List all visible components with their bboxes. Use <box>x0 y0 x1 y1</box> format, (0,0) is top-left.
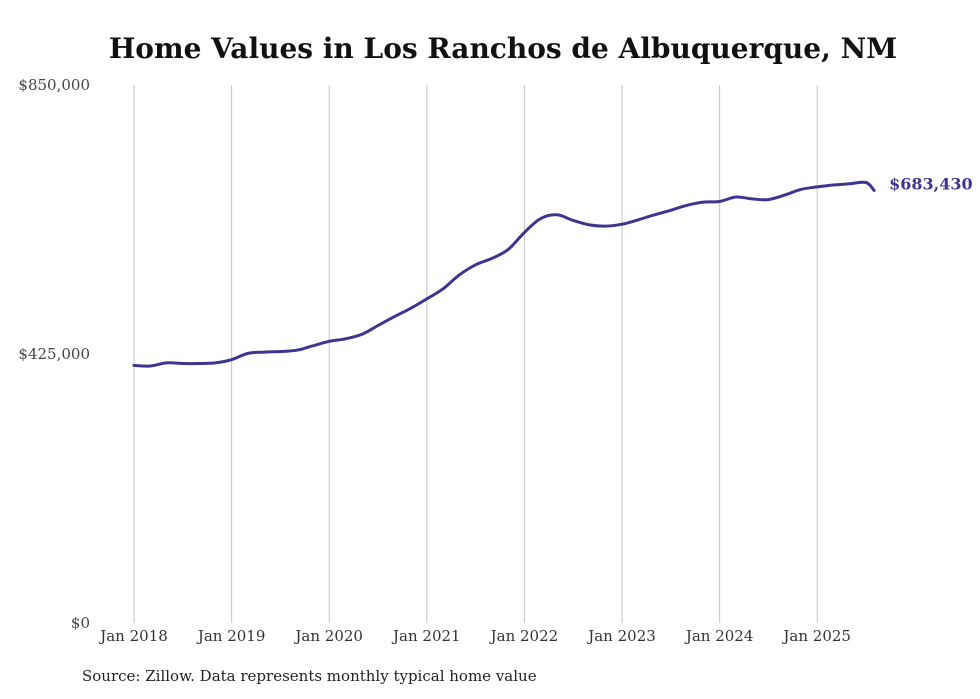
x-tick-label: Jan 2020 <box>293 627 363 645</box>
x-axis: Jan 2018 Jan 2019 Jan 2020 Jan 2021 Jan 2022… <box>98 627 851 645</box>
x-tick-label: Jan 2019 <box>196 627 266 645</box>
y-axis: $0 $425,000 $850,000 <box>18 76 90 632</box>
end-value-label: $683,430 <box>889 174 973 193</box>
chart-title: Home Values in Los Ranchos de Albuquerqu… <box>109 32 897 65</box>
x-tick-label: Jan 2025 <box>781 627 851 645</box>
x-tick-label: Jan 2021 <box>391 627 461 645</box>
y-tick-label: $0 <box>71 614 90 632</box>
x-tick-label: Jan 2018 <box>98 627 168 645</box>
y-tick-label: $425,000 <box>18 345 90 363</box>
x-tick-label: Jan 2023 <box>586 627 656 645</box>
y-tick-label: $850,000 <box>18 76 90 94</box>
series-line <box>132 180 876 368</box>
x-tick-label: Jan 2022 <box>489 627 559 645</box>
x-tick-label: Jan 2024 <box>684 627 754 645</box>
gridlines <box>133 85 818 623</box>
series-layer: $683,430 <box>132 174 973 368</box>
source-note: Source: Zillow. Data represents monthly … <box>82 667 537 685</box>
